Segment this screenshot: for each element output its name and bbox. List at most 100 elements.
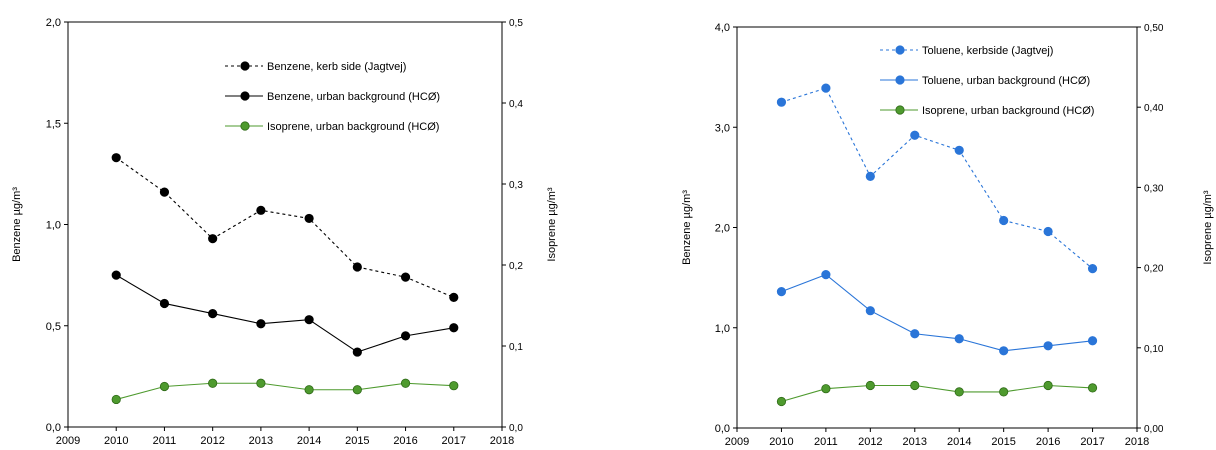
x-tick-label: 2015 [345,435,369,447]
series-1-point [821,270,831,280]
series-0-point [910,130,920,140]
plot-area [67,21,503,428]
series-2-point [821,384,831,394]
series-1-point [954,334,964,344]
legend-label-0: Toluene, kerbside (Jagtvej) [922,45,1053,57]
series-1-point [400,331,411,341]
legend-marker-1 [895,75,905,85]
x-tick-label: 2011 [814,436,838,448]
series-2-point [208,378,218,388]
series-0-point [1043,226,1053,237]
series-2-point [111,394,121,405]
series-2-point [256,378,266,388]
y-axis-title: Benzene µg/m³ [11,187,23,262]
y2-tick-label: 0,1 [509,342,523,353]
x-tick-label: 2012 [200,435,224,447]
series-2-point [865,380,875,391]
y2-tick-label: 0,50 [1144,23,1164,34]
series-1-point [208,308,218,319]
x-tick-label: 2014 [947,436,971,448]
series-1-point [1087,336,1098,346]
series-0-point [159,187,170,197]
legend-label-1: Toluene, urban background (HCØ) [922,75,1090,87]
y2-tick-label: 0,10 [1144,344,1164,355]
series-line-2 [116,382,454,400]
series-1-point [256,319,266,329]
series-0-point [208,234,218,244]
x-tick-label: 2014 [297,435,321,447]
y-tick-label: 2,0 [715,223,730,235]
legend-marker-0 [240,61,250,71]
series-0-point [352,262,362,272]
series-1-point [999,346,1009,356]
y-tick-label: 3,0 [715,122,730,134]
legend-marker-0 [895,45,905,55]
series-0-point [400,272,411,282]
x-tick-label: 2016 [393,435,417,447]
x-tick-label: 2010 [104,435,128,447]
series-line-0 [115,157,454,298]
series-2-point [352,385,362,395]
series-1-point [111,270,121,280]
x-tick-label: 2011 [153,435,177,447]
series-line-1 [781,273,1093,352]
y2-tick-label: 0,4 [509,99,523,110]
x-tick-label: 2009 [56,435,80,447]
series-1-point [352,347,362,357]
y-tick-label: 4,0 [715,22,730,34]
series-2-point [776,396,787,407]
x-tick-label: 2017 [1080,436,1104,448]
series-2-point [910,380,920,391]
y-axis-title: Benzene µg/m³ [681,190,693,265]
series-0-point [865,171,875,181]
series-2-point [449,381,459,391]
series-0-point [1087,264,1098,274]
series-2-point [954,387,964,397]
series-2-point [1043,380,1053,391]
x-tick-label: 2018 [490,435,514,447]
series-0-point [776,97,787,107]
series-1-point [159,298,170,309]
series-0-point [304,213,314,224]
series-line-0 [781,87,1093,270]
y2-axis-title: Isoprene µg/m³ [1202,190,1214,265]
series-1-point [449,323,459,333]
y2-axis-title: Isoprene µg/m³ [546,187,558,262]
legend-marker-2 [895,105,905,115]
y-tick-label: 1,0 [715,323,730,335]
x-tick-label: 2017 [442,435,466,447]
series-0-point [999,215,1009,226]
y2-tick-label: 0,3 [509,180,523,191]
x-tick-label: 2010 [769,436,793,448]
legend-marker-1 [240,91,250,101]
y2-tick-label: 0,00 [1144,424,1164,435]
benzene-isoprene-chart: 2009 2010 2011 2012 2013 2014 2015 2016 2017 2018… [11,17,558,447]
series-1-point [910,329,920,339]
y2-tick-label: 0,30 [1144,183,1164,194]
y-tick-label: 1,5 [46,118,61,130]
series-2-point [159,381,170,392]
x-tick-label: 2012 [858,436,882,448]
x-tick-label: 2009 [725,436,749,448]
legend-marker-2 [240,121,250,131]
series-line-1 [115,274,454,353]
series-0-point [821,83,831,93]
plot-area [736,26,1138,429]
x-tick-label: 2015 [991,436,1015,448]
x-tick-label: 2013 [903,436,927,448]
y-tick-label: 2,0 [46,17,61,29]
x-tick-label: 2018 [1125,436,1149,448]
series-2-point [1087,383,1098,393]
series-1-point [776,287,787,297]
series-0-point [111,153,121,163]
series-0-point [449,292,459,302]
x-tick-label: 2013 [249,435,273,447]
y-tick-label: 0,0 [46,422,61,434]
series-1-point [1043,341,1053,351]
legend-label-0: Benzene, kerb side (Jagtvej) [267,61,406,73]
series-2-point [999,387,1009,397]
series-0-point [256,205,266,215]
y-tick-label: 0,5 [46,321,61,333]
x-tick-label: 2016 [1036,436,1060,448]
series-0-point [954,145,964,155]
